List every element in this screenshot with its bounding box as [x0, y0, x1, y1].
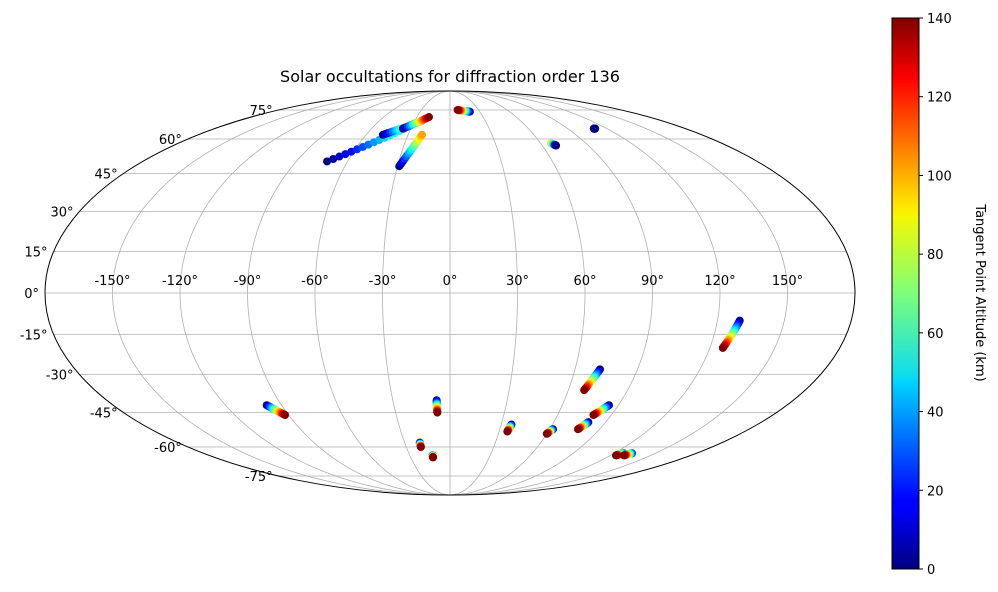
latitude-tick-label: 15° — [25, 246, 48, 261]
longitude-tick-labels: -150° -120° -90° -60° -30° 0° 30° 60° 90° 120° 150… — [94, 274, 803, 289]
colorbar-label: Tangent Point Altitude (km) — [972, 203, 987, 381]
latitude-tick-label: -15° — [20, 328, 48, 343]
graticule-grid — [45, 90, 855, 496]
latitude-tick-labels: -75° -60° -45° -30° -15° 0° 15° 30° 45° 60° 75° — [20, 104, 273, 485]
longitude-gridline — [179, 90, 451, 496]
data-point — [591, 124, 600, 133]
data-point — [611, 451, 620, 460]
latitude-tick-label: -60° — [154, 441, 182, 456]
longitude-gridline — [382, 90, 451, 496]
scatter-points — [262, 105, 744, 462]
longitude-gridline — [112, 90, 451, 496]
longitude-gridline — [449, 90, 721, 496]
longitude-gridline — [449, 90, 653, 496]
longitude-gridline — [449, 90, 518, 496]
longitude-tick-label: 90° — [641, 274, 664, 289]
latitude-tick-label: 75° — [250, 104, 273, 119]
colorbar-ticks: 0 20 40 60 80 100 120 140 — [919, 12, 952, 578]
longitude-gridline — [247, 90, 451, 496]
data-point — [425, 113, 433, 122]
colorbar-tick-label: 40 — [927, 406, 944, 421]
data-point — [718, 343, 727, 352]
colorbar-tick-label: 120 — [927, 91, 952, 106]
data-point — [580, 386, 589, 395]
latitude-tick-label: 0° — [24, 287, 39, 302]
latitude-tick-label: -75° — [245, 470, 273, 485]
data-point — [429, 453, 437, 462]
longitude-tick-label: 0° — [443, 274, 458, 289]
colorbar-tick-label: 0 — [927, 563, 935, 578]
longitude-tick-label: -150° — [94, 274, 130, 289]
chart-title: Solar occultations for diffraction order… — [280, 67, 620, 86]
data-point — [433, 408, 442, 417]
longitude-tick-label: -60° — [301, 274, 329, 289]
data-point — [329, 154, 338, 163]
colorbar-tick-label: 100 — [927, 169, 952, 184]
colorbar-tick-label: 80 — [927, 248, 944, 263]
data-point — [281, 411, 290, 420]
data-point — [573, 425, 582, 434]
latitude-tick-label: -30° — [46, 369, 74, 384]
longitude-gridline — [314, 90, 451, 496]
colorbar-tick-label: 60 — [927, 327, 944, 342]
data-point — [418, 130, 427, 139]
data-point — [589, 411, 598, 420]
longitude-tick-label: -30° — [369, 274, 397, 289]
longitude-tick-label: -120° — [162, 274, 198, 289]
latitude-tick-label: 45° — [95, 167, 118, 182]
data-point — [542, 429, 551, 438]
longitude-tick-label: 150° — [772, 274, 803, 289]
longitude-gridline — [449, 90, 788, 496]
latitude-tick-label: 60° — [159, 133, 182, 148]
map-boundary — [44, 90, 856, 496]
colorbar-gradient — [891, 17, 920, 570]
colorbar: 0 20 40 60 80 100 120 140 Tangent Point Altitud… — [891, 12, 987, 578]
latitude-tick-label: 30° — [50, 205, 73, 220]
longitude-tick-label: -90° — [234, 274, 262, 289]
colorbar-tick-label: 140 — [927, 12, 952, 27]
longitude-tick-label: 120° — [704, 274, 735, 289]
longitude-gridline — [449, 90, 586, 496]
data-point — [335, 152, 344, 161]
data-point — [620, 451, 629, 460]
colorbar-tick-label: 20 — [927, 484, 944, 499]
data-point — [323, 157, 332, 166]
data-point — [503, 427, 512, 436]
data-point — [416, 443, 425, 451]
data-point — [453, 105, 462, 114]
longitude-tick-label: 60° — [573, 274, 596, 289]
latitude-tick-label: -45° — [90, 407, 118, 422]
longitude-tick-label: 30° — [506, 274, 529, 289]
data-point — [552, 141, 561, 150]
